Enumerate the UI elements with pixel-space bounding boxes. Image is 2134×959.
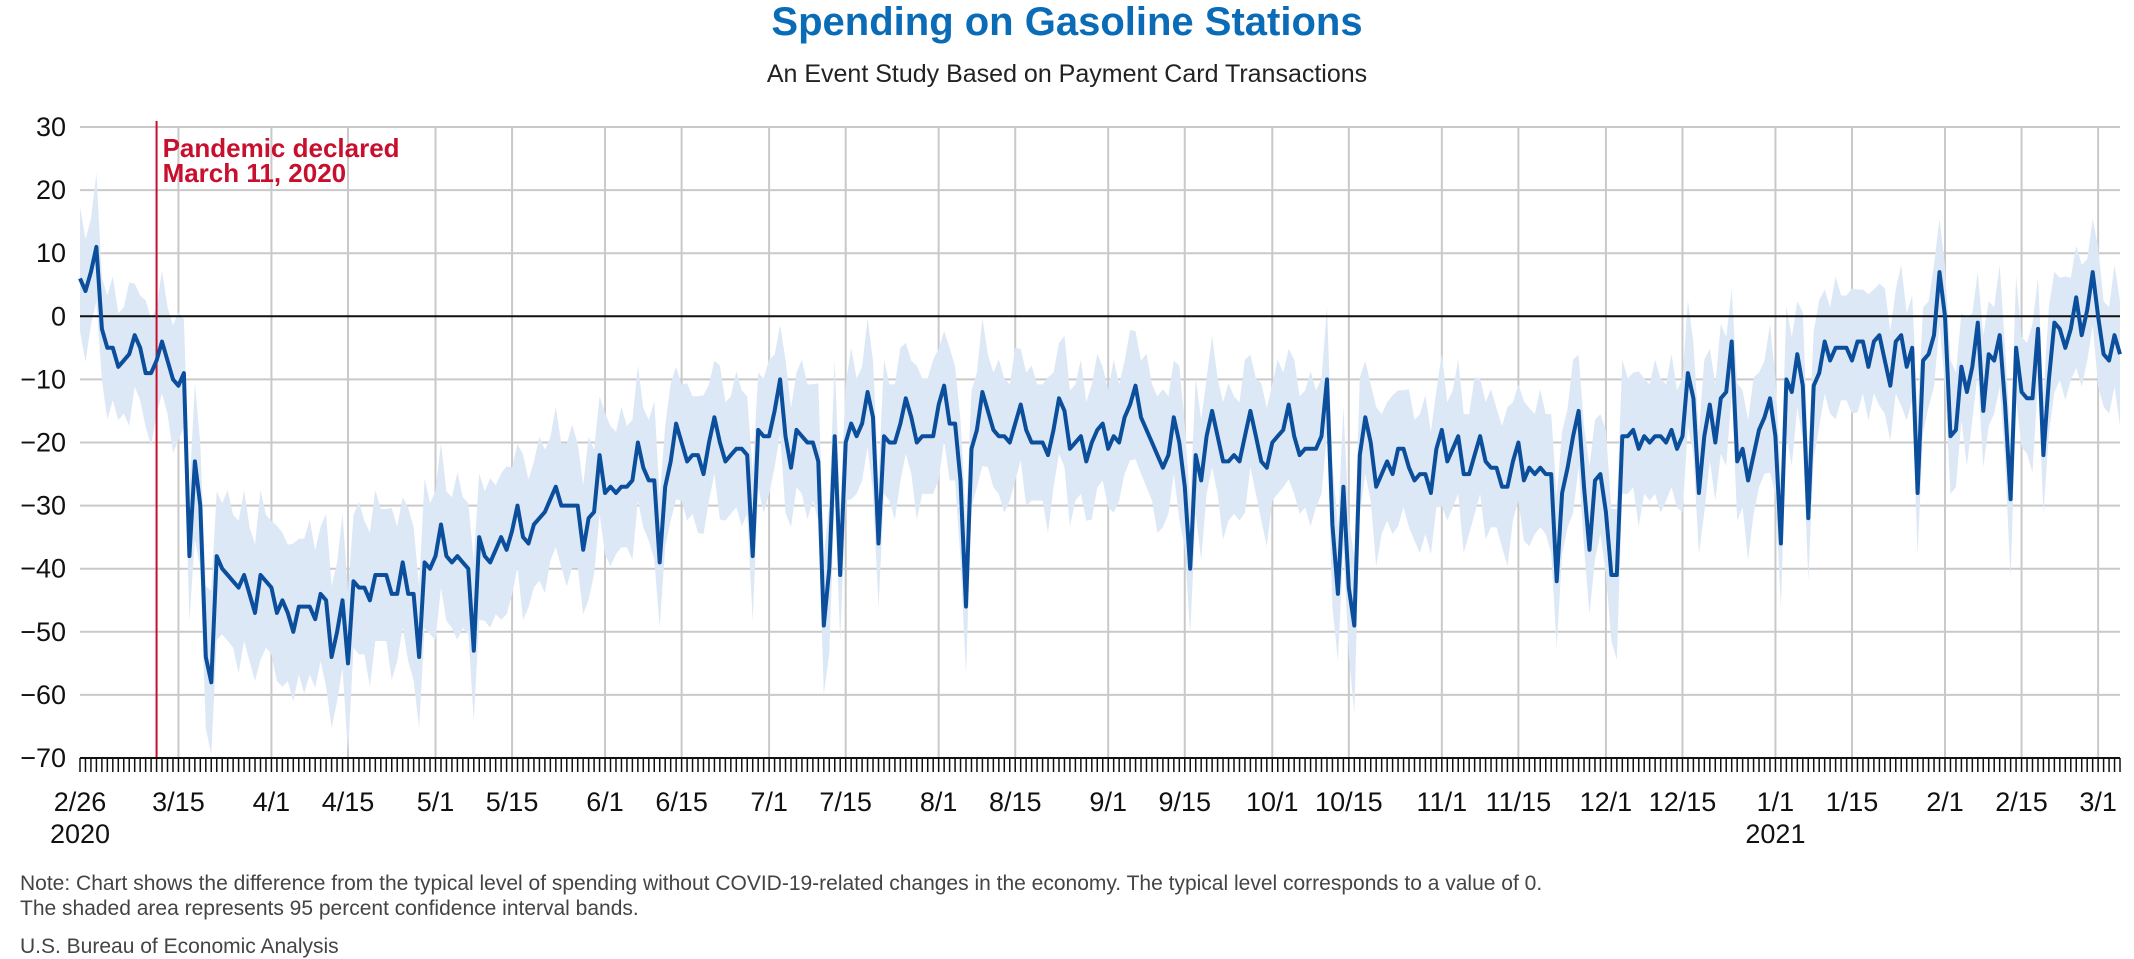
y-tick-label: −10 <box>20 364 66 394</box>
x-tick-label: 9/1 <box>1089 787 1127 817</box>
y-tick-label: −60 <box>20 680 66 710</box>
y-tick-label: −70 <box>20 743 66 773</box>
x-tick-label: 7/15 <box>819 787 872 817</box>
x-tick-label: 9/15 <box>1158 787 1211 817</box>
annotation-line-1: Pandemic declared <box>163 133 400 163</box>
y-tick-label: −40 <box>20 554 66 584</box>
y-tick-label: −50 <box>20 617 66 647</box>
chart-title: Spending on Gasoline Stations <box>771 0 1363 44</box>
x-tick-label: 2/1 <box>1926 787 1964 817</box>
x-tick-label: 12/1 <box>1580 787 1633 817</box>
chart-note-line-2: The shaded area represents 95 percent co… <box>20 897 639 920</box>
x-tick-year-label: 2021 <box>1745 819 1805 849</box>
x-tick-label: 6/15 <box>655 787 708 817</box>
x-tick-label: 8/15 <box>989 787 1042 817</box>
confidence-band <box>80 173 2120 755</box>
x-tick-label: 2/15 <box>1995 787 2048 817</box>
x-tick-label: 8/1 <box>920 787 958 817</box>
y-axis-labels: 30 20 10 0 −10 −20 −30 −40 −50 −60 −70 <box>20 112 66 773</box>
x-tick-label: 10/15 <box>1315 787 1383 817</box>
x-tick-label: 3/15 <box>152 787 205 817</box>
x-tick-year-label: 2020 <box>50 819 110 849</box>
annotation-line-2: March 11, 2020 <box>163 158 347 188</box>
x-tick-label: 4/1 <box>253 787 291 817</box>
x-tick-label: 7/1 <box>750 787 788 817</box>
x-tick-label: 1/1 <box>1757 787 1795 817</box>
chart-source: U.S. Bureau of Economic Analysis <box>20 935 339 958</box>
series-line-layer <box>78 244 2122 685</box>
y-tick-label: −30 <box>20 491 66 521</box>
x-tick-label: 6/1 <box>586 787 624 817</box>
chart-note-line-1: Note: Chart shows the difference from th… <box>20 872 1543 895</box>
y-tick-label: 20 <box>36 175 66 205</box>
x-tick-label: 12/15 <box>1649 787 1717 817</box>
x-axis <box>79 757 2121 772</box>
y-tick-label: 10 <box>36 238 66 268</box>
y-tick-label: −20 <box>20 428 66 458</box>
series-line <box>78 244 2122 685</box>
chart-subtitle: An Event Study Based on Payment Card Tra… <box>766 60 1368 88</box>
confidence-band-layer <box>80 173 2120 755</box>
y-tick-label: 0 <box>51 301 66 331</box>
y-tick-label: 30 <box>36 112 66 142</box>
x-tick-label: 1/15 <box>1826 787 1879 817</box>
x-tick-label: 3/1 <box>2079 787 2117 817</box>
x-tick-label: 4/15 <box>322 787 375 817</box>
x-tick-label: 10/1 <box>1246 787 1299 817</box>
x-tick-label: 2/26 <box>54 787 107 817</box>
x-tick-label: 5/15 <box>486 787 539 817</box>
x-tick-label: 5/1 <box>417 787 455 817</box>
x-tick-label: 11/15 <box>1486 787 1552 817</box>
x-tick-label: 11/1 <box>1417 787 1468 817</box>
